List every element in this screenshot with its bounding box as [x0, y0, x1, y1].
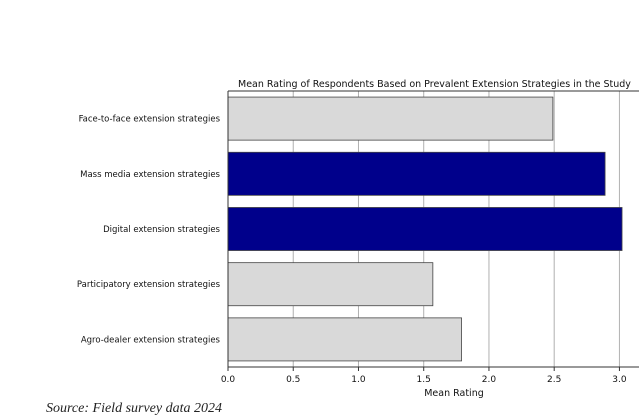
- y-tick-label: Agro-dealer extension strategies: [81, 335, 221, 345]
- source-note: Source: Field survey data 2024: [46, 401, 222, 416]
- x-axis-label: Mean Rating: [424, 388, 484, 399]
- x-tick-label: 3.0: [612, 375, 627, 385]
- y-tick-label: Face-to-face extension strategies: [79, 115, 221, 125]
- bar: [227, 96, 554, 141]
- y-tick-label: Participatory extension strategies: [77, 280, 221, 290]
- bar: [227, 207, 623, 251]
- bar: [227, 262, 434, 307]
- y-tick-label: Digital extension strategies: [103, 225, 220, 235]
- x-tick-label: 0.0: [221, 375, 236, 385]
- x-tick-label: 2.0: [482, 375, 497, 385]
- x-tick-label: 1.5: [417, 375, 431, 385]
- bar: [227, 151, 606, 196]
- y-tick-label: Mass media extension strategies: [80, 170, 220, 180]
- bar: [227, 317, 462, 362]
- y-tick-labels: Face-to-face extension strategies Mass me…: [77, 115, 221, 346]
- bars: [227, 96, 623, 362]
- x-tick-label: 1.0: [351, 375, 366, 385]
- x-tick-labels: 0.0 0.5 1.0 1.5 2.0 2.5 3.0: [221, 375, 627, 385]
- x-tick-label: 2.5: [547, 375, 561, 385]
- chart-title: Mean Rating of Respondents Based on Prev…: [238, 79, 631, 90]
- x-tick-label: 0.5: [286, 375, 300, 385]
- axes: [227, 90, 639, 371]
